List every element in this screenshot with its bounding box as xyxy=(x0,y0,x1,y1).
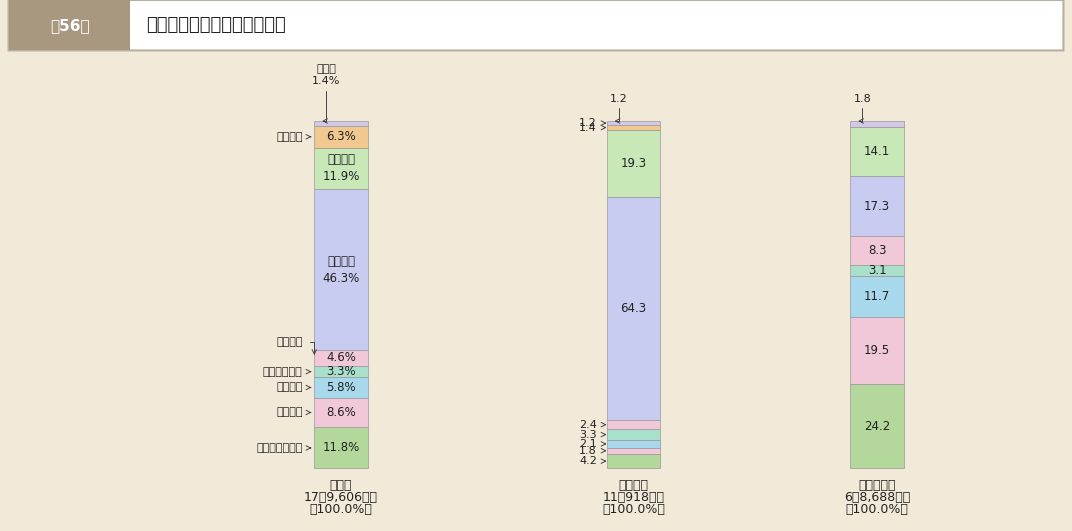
FancyBboxPatch shape xyxy=(607,454,660,468)
Text: （100.0%）: （100.0%） xyxy=(602,503,665,516)
FancyBboxPatch shape xyxy=(314,378,368,398)
Text: その他
1.4%: その他 1.4% xyxy=(312,64,341,86)
FancyBboxPatch shape xyxy=(850,127,904,176)
Text: 8.6%: 8.6% xyxy=(326,406,356,419)
Text: 17兆9,606億円: 17兆9,606億円 xyxy=(304,491,378,504)
FancyBboxPatch shape xyxy=(850,121,904,127)
Text: 17.3: 17.3 xyxy=(864,200,890,213)
Text: 農林水産関係: 農林水産関係 xyxy=(263,367,302,376)
Text: 議会・総務関係: 議会・総務関係 xyxy=(256,443,302,453)
Text: 衛生関係: 衛生関係 xyxy=(277,382,302,392)
Text: 土木関係: 土木関係 xyxy=(277,337,302,347)
Text: 4.2: 4.2 xyxy=(579,456,597,466)
Text: 8.3: 8.3 xyxy=(868,244,887,257)
Text: 1.2: 1.2 xyxy=(610,93,628,104)
Text: 民生関係: 民生関係 xyxy=(277,407,302,417)
FancyBboxPatch shape xyxy=(9,0,1063,50)
Text: 24.2: 24.2 xyxy=(864,420,890,433)
Text: （100.0%）: （100.0%） xyxy=(310,503,373,516)
Text: 6兆8,688億円: 6兆8,688億円 xyxy=(844,491,910,504)
Text: 6.3%: 6.3% xyxy=(326,130,356,143)
FancyBboxPatch shape xyxy=(850,236,904,265)
Text: 1.4: 1.4 xyxy=(579,123,597,133)
Text: 教育関係
46.3%: 教育関係 46.3% xyxy=(323,254,360,285)
FancyBboxPatch shape xyxy=(607,125,660,130)
Text: 職員給の部門別構成比の状況: 職員給の部門別構成比の状況 xyxy=(146,16,285,34)
Text: 警察関係
11.9%: 警察関係 11.9% xyxy=(323,153,360,183)
FancyBboxPatch shape xyxy=(314,189,368,350)
FancyBboxPatch shape xyxy=(607,130,660,197)
FancyBboxPatch shape xyxy=(314,398,368,427)
Bar xyxy=(9,0,130,50)
FancyBboxPatch shape xyxy=(314,366,368,378)
FancyBboxPatch shape xyxy=(850,384,904,468)
Text: 2.1: 2.1 xyxy=(579,439,597,449)
FancyBboxPatch shape xyxy=(607,440,660,448)
FancyBboxPatch shape xyxy=(607,421,660,429)
Text: 2.4: 2.4 xyxy=(579,419,597,430)
Text: 11.8%: 11.8% xyxy=(323,441,360,455)
FancyBboxPatch shape xyxy=(607,429,660,440)
FancyBboxPatch shape xyxy=(314,121,368,126)
FancyBboxPatch shape xyxy=(607,197,660,421)
Text: 4.6%: 4.6% xyxy=(326,352,356,364)
Text: 純　計: 純 計 xyxy=(330,479,353,492)
Text: 11.7: 11.7 xyxy=(864,290,890,303)
Text: 消防関係: 消防関係 xyxy=(277,132,302,142)
Text: 19.5: 19.5 xyxy=(864,344,890,357)
Text: 第56図: 第56図 xyxy=(50,18,90,33)
Text: 3.3%: 3.3% xyxy=(326,365,356,378)
FancyBboxPatch shape xyxy=(314,427,368,468)
Text: 都道府県: 都道府県 xyxy=(619,479,649,492)
FancyBboxPatch shape xyxy=(850,316,904,384)
Text: 1.8: 1.8 xyxy=(579,446,597,456)
FancyBboxPatch shape xyxy=(607,448,660,454)
FancyBboxPatch shape xyxy=(314,126,368,148)
FancyBboxPatch shape xyxy=(314,350,368,366)
Text: 19.3: 19.3 xyxy=(621,157,646,170)
Text: 3.3: 3.3 xyxy=(579,430,597,440)
FancyBboxPatch shape xyxy=(850,265,904,276)
Text: 1.2: 1.2 xyxy=(579,118,597,128)
Text: 市　町　村: 市 町 村 xyxy=(859,479,896,492)
FancyBboxPatch shape xyxy=(607,121,660,125)
Text: 3.1: 3.1 xyxy=(867,264,887,277)
Text: 11兆918億円: 11兆918億円 xyxy=(602,491,665,504)
FancyBboxPatch shape xyxy=(850,276,904,316)
Text: 64.3: 64.3 xyxy=(621,302,646,315)
Text: 5.8%: 5.8% xyxy=(326,381,356,394)
FancyBboxPatch shape xyxy=(850,176,904,236)
Text: 14.1: 14.1 xyxy=(864,145,890,158)
FancyBboxPatch shape xyxy=(314,148,368,189)
Text: （100.0%）: （100.0%） xyxy=(846,503,909,516)
Text: 1.8: 1.8 xyxy=(853,93,872,104)
